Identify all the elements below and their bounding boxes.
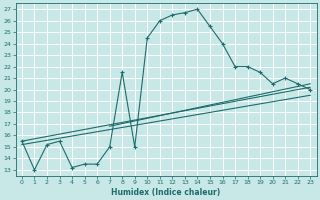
X-axis label: Humidex (Indice chaleur): Humidex (Indice chaleur): [111, 188, 221, 197]
